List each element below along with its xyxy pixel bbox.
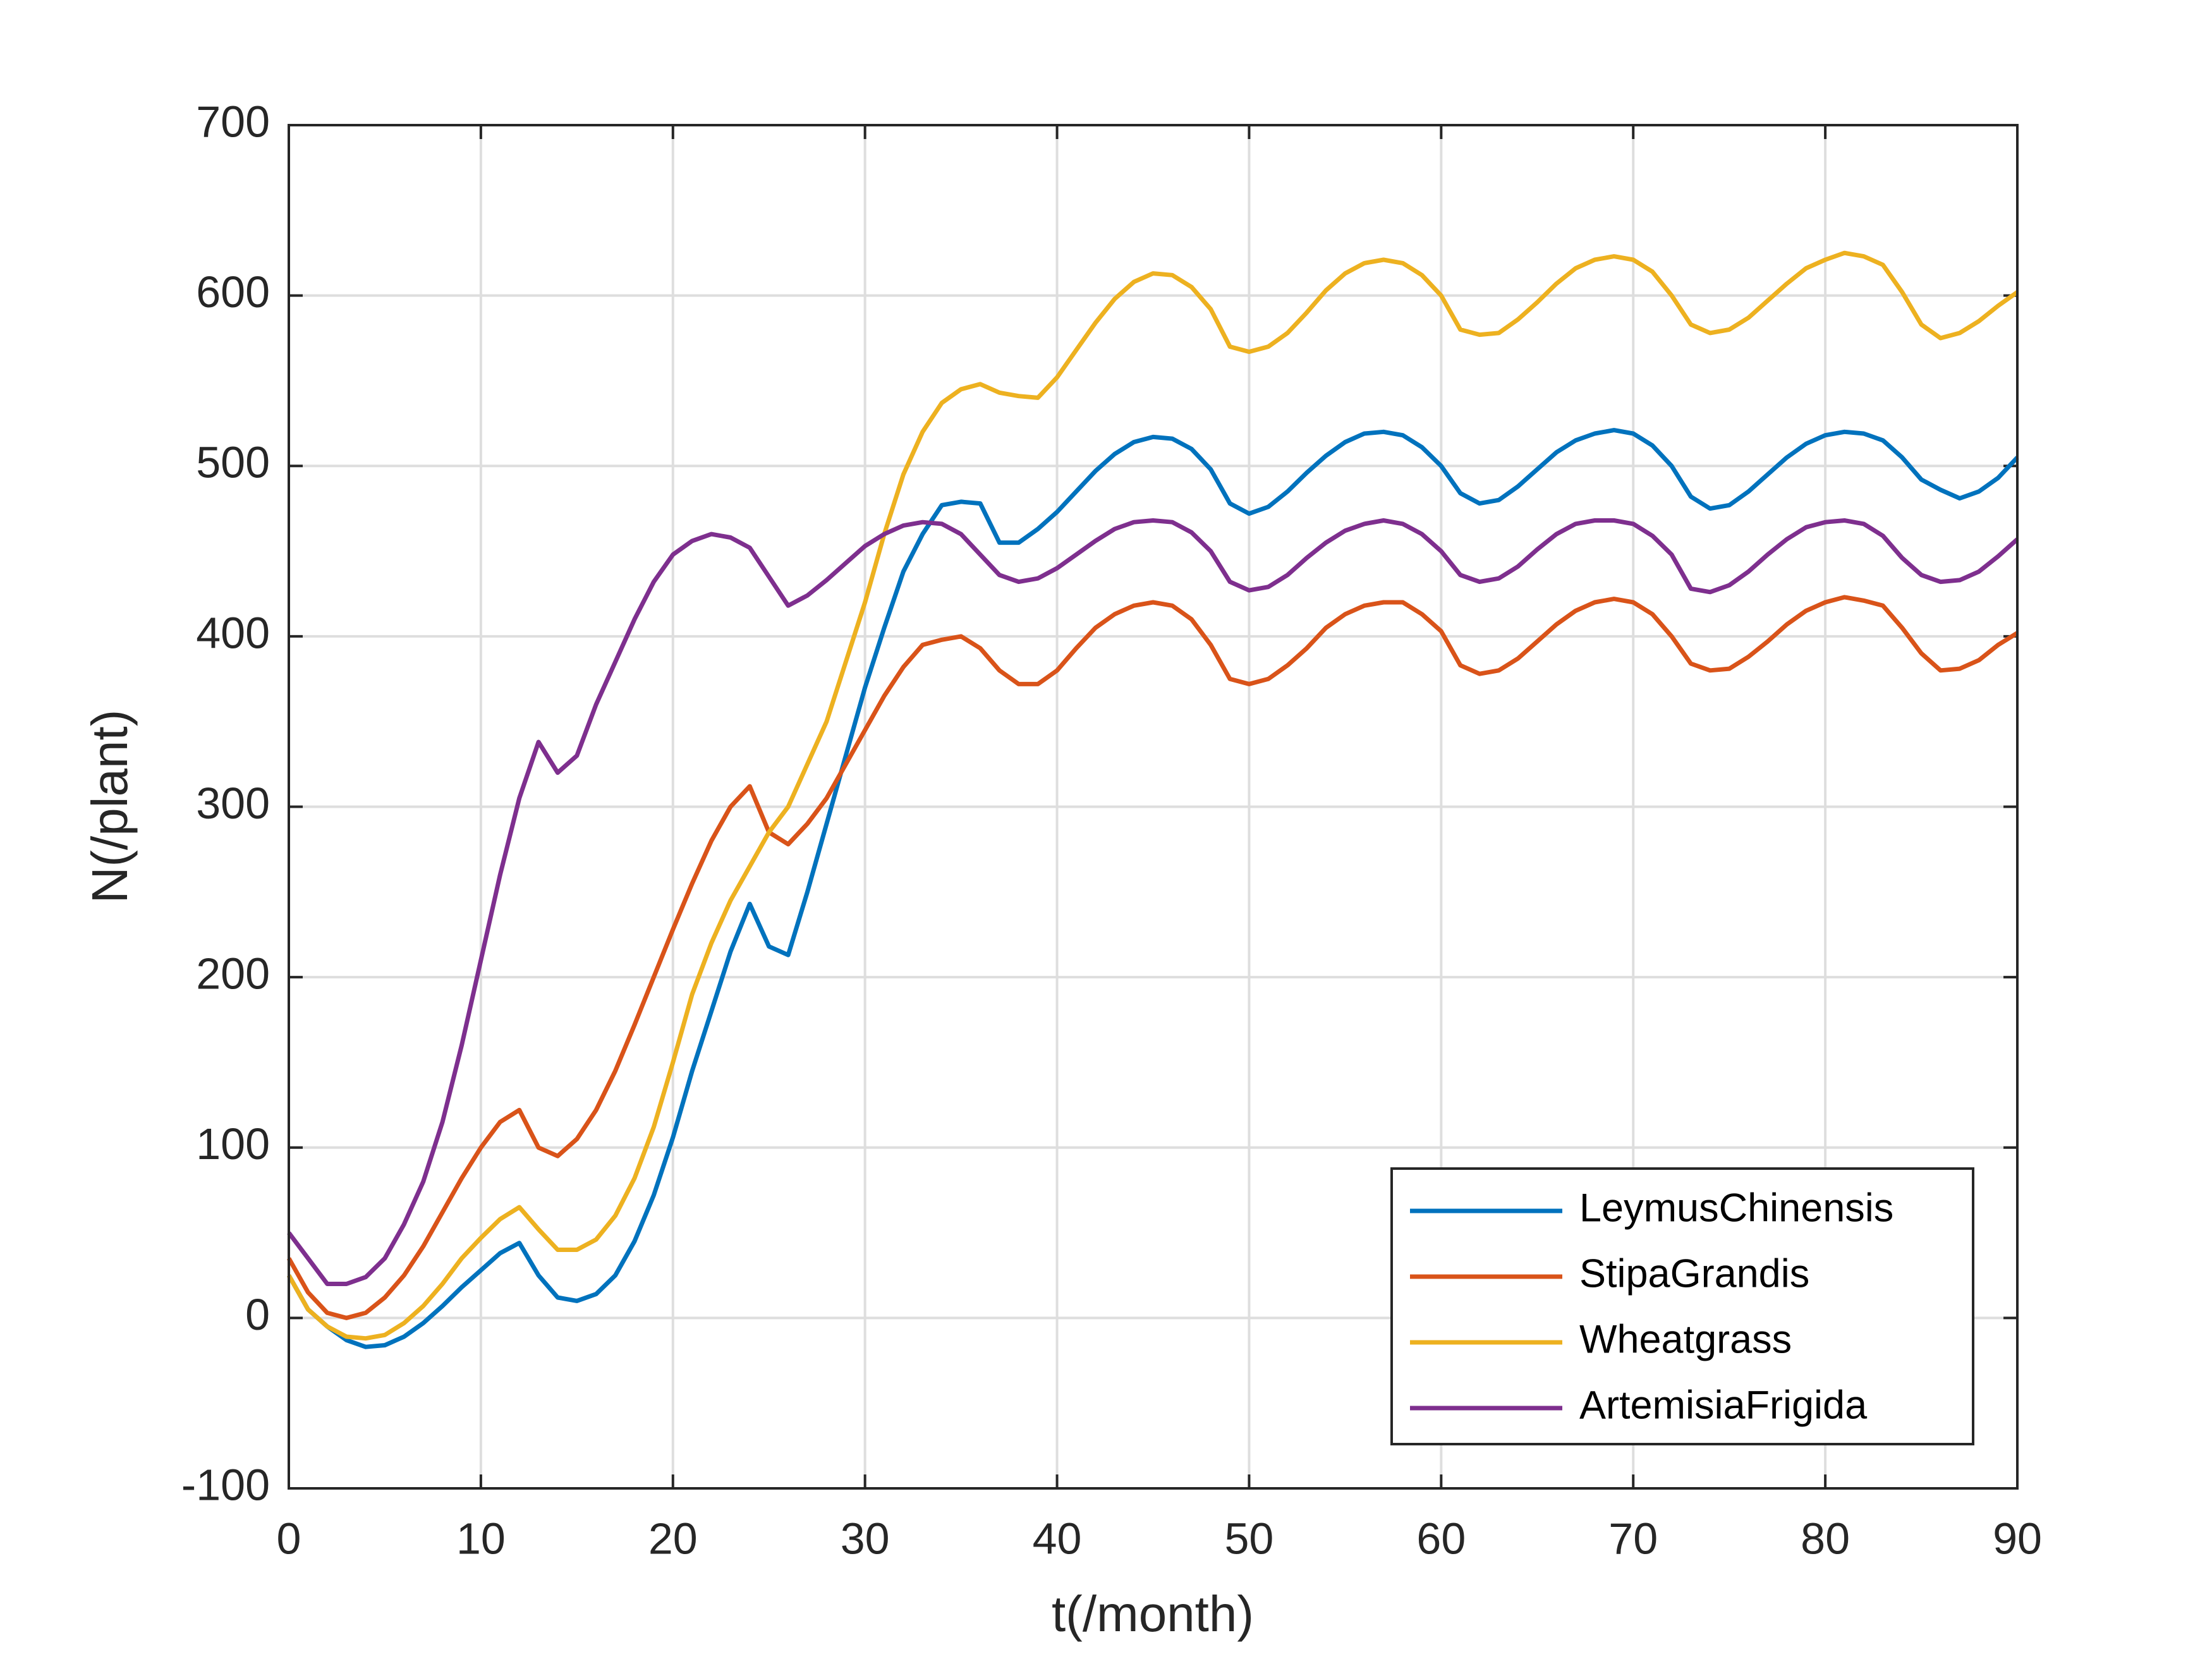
y-tick-label: -100	[181, 1460, 270, 1509]
legend-label: Wheatgrass	[1579, 1318, 1792, 1362]
x-axis-label: t(/month)	[1052, 1586, 1254, 1642]
y-tick-label: 300	[196, 779, 270, 828]
data-line	[287, 518, 2019, 1286]
x-tick-label: 40	[1033, 1514, 1082, 1563]
y-tick-label: 500	[196, 438, 270, 487]
x-tick-label: 80	[1801, 1514, 1850, 1563]
axes-box	[288, 124, 2019, 1490]
legend-label: StipaGrandis	[1579, 1252, 1809, 1296]
x-tick-label: 70	[1608, 1514, 1658, 1563]
x-tick-label: 60	[1416, 1514, 1466, 1563]
x-tick-label: 20	[648, 1514, 698, 1563]
y-tick-label: 200	[196, 949, 270, 999]
y-axis-label: N(/plant)	[82, 710, 138, 904]
y-tick-label: 0	[245, 1290, 270, 1339]
data-line	[286, 595, 2019, 1320]
y-tick-label: 700	[196, 97, 270, 146]
x-tick-label: 10	[456, 1514, 506, 1563]
y-tick-label: 600	[196, 267, 270, 317]
legend-label: LeymusChinensis	[1579, 1186, 1893, 1231]
y-tick-label: 100	[196, 1119, 270, 1169]
y-tick-label: 400	[196, 608, 270, 657]
legend-box	[1390, 1167, 1974, 1445]
x-tick-label: 30	[841, 1514, 890, 1563]
x-tick-label: 50	[1225, 1514, 1274, 1563]
x-tick-label: 0	[277, 1514, 301, 1563]
data-line	[286, 250, 2019, 1341]
legend-label: ArtemisiaFrigida	[1579, 1383, 1868, 1428]
data-line	[286, 428, 2019, 1349]
x-tick-label: 90	[1993, 1514, 2042, 1563]
